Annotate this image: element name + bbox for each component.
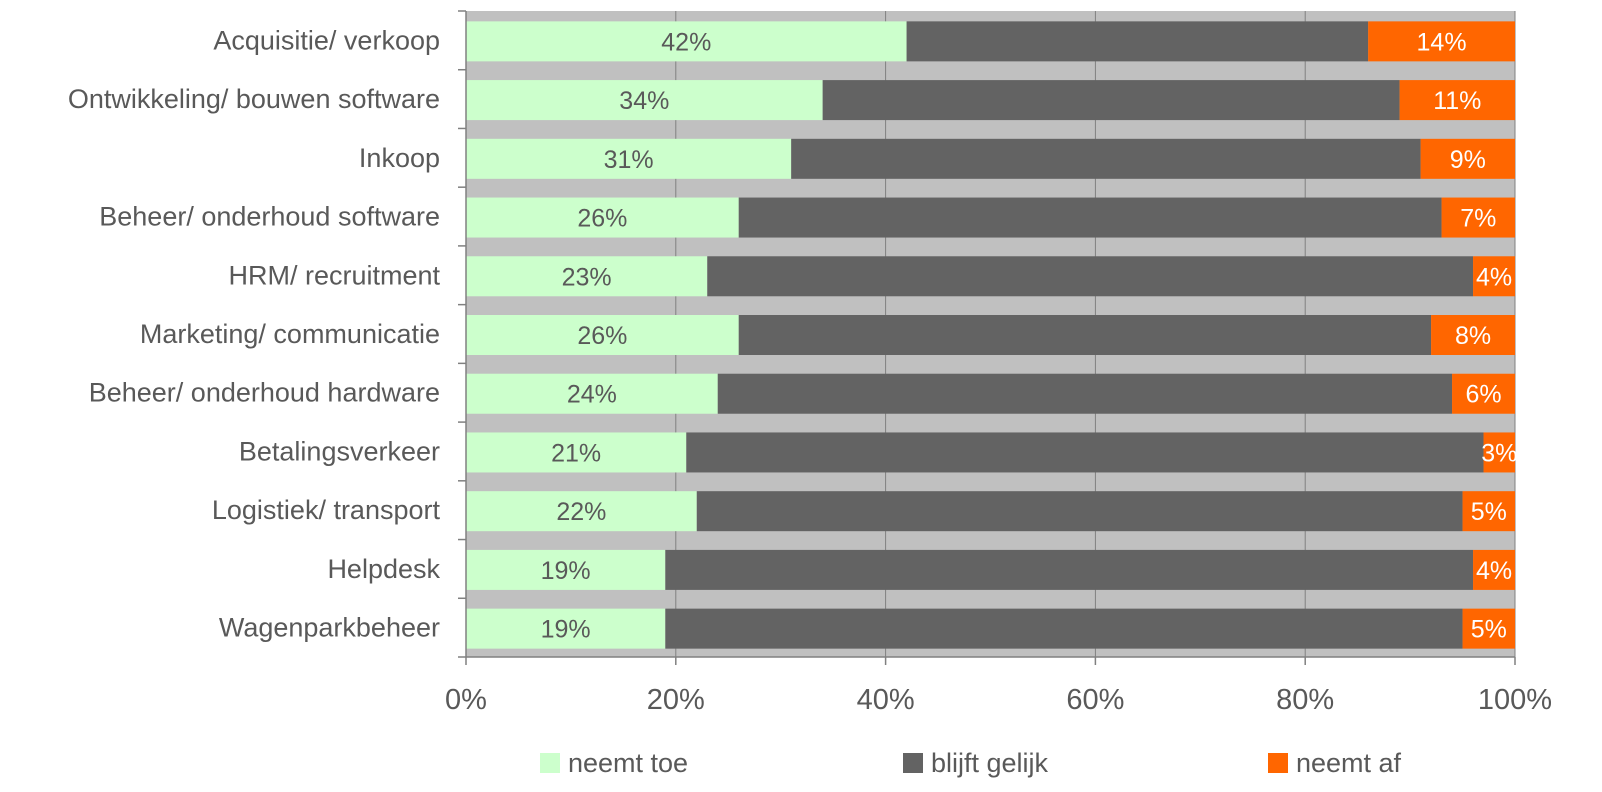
bar-2-7: [1483, 432, 1515, 473]
bar-1-2: [791, 138, 1421, 179]
category-label: Betalingsverkeer: [239, 436, 440, 466]
bar-0-8: [466, 491, 697, 532]
data-label: 42%: [661, 28, 711, 56]
bar-2-2: [1420, 138, 1515, 179]
data-label: 5%: [1471, 498, 1507, 526]
data-label: 4%: [1476, 557, 1512, 585]
bar-1-4: [707, 256, 1474, 297]
legend-swatch-neemt-af: [1268, 753, 1288, 773]
data-label: 19%: [541, 557, 591, 585]
bar-1-1: [822, 80, 1400, 121]
category-label: Beheer/ onderhoud software: [99, 202, 440, 232]
bar-0-5: [466, 315, 739, 355]
bar-2-8: [1462, 491, 1515, 532]
x-tick-label: 20%: [647, 684, 705, 716]
bar-2-0: [1368, 21, 1515, 62]
data-label: 31%: [604, 146, 654, 174]
data-label: 3%: [1481, 439, 1517, 467]
x-tick-label: 80%: [1276, 684, 1334, 716]
bar-2-6: [1452, 373, 1515, 414]
bar-1-8: [696, 491, 1463, 532]
legend-item-blijft-gelijk: blijft gelijk: [903, 743, 1048, 783]
category-label: Inkoop: [359, 143, 440, 173]
data-label: 5%: [1471, 616, 1507, 644]
legend-label-neemt-af: neemt af: [1296, 747, 1402, 778]
bar-0-0: [466, 21, 907, 62]
data-label: 4%: [1476, 263, 1512, 291]
bar-1-5: [738, 315, 1432, 355]
legend-label-blijft-gelijk: blijft gelijk: [931, 747, 1049, 778]
category-label: Marketing/ communicatie: [140, 319, 440, 349]
legend-swatch-blijft-gelijk: [903, 753, 923, 773]
legend-label-neemt-toe: neemt toe: [568, 747, 689, 778]
data-label: 26%: [577, 322, 627, 350]
bar-1-0: [906, 21, 1369, 62]
bar-0-1: [466, 80, 823, 121]
data-label: 19%: [541, 616, 591, 644]
category-label: Helpdesk: [327, 554, 440, 584]
category-label: Acquisitie/ verkoop: [213, 25, 440, 55]
category-label: Ontwikkeling/ bouwen software: [68, 84, 440, 114]
data-label: 7%: [1460, 205, 1496, 233]
x-tick-label: 0%: [445, 684, 487, 716]
bar-0-3: [466, 197, 739, 238]
bar-0-4: [466, 256, 708, 297]
data-label: 9%: [1450, 146, 1486, 174]
bar-0-6: [466, 373, 718, 414]
bar-2-9: [1473, 549, 1515, 590]
legend-swatch-neemt-toe: [540, 753, 560, 773]
data-label: 21%: [551, 439, 601, 467]
data-label: 14%: [1417, 28, 1467, 56]
category-label: Beheer/ onderhoud hardware: [89, 378, 440, 408]
bar-2-10: [1462, 608, 1515, 649]
data-label: 23%: [562, 263, 612, 291]
bar-2-4: [1473, 256, 1515, 297]
bar-0-7: [466, 432, 687, 473]
data-label: 26%: [577, 205, 627, 233]
category-label: Logistiek/ transport: [212, 495, 441, 525]
bar-1-6: [717, 373, 1453, 414]
legend-item-neemt-af: neemt af: [1268, 743, 1401, 783]
bar-2-3: [1441, 197, 1515, 238]
x-tick-label: 40%: [857, 684, 915, 716]
bar-0-2: [466, 138, 792, 179]
bar-1-10: [665, 608, 1463, 649]
x-tick-label: 100%: [1478, 684, 1552, 716]
data-label: 6%: [1465, 381, 1501, 409]
bar-0-9: [466, 549, 666, 590]
x-tick-label: 60%: [1066, 684, 1124, 716]
data-label: 22%: [556, 498, 606, 526]
bar-1-7: [686, 432, 1484, 473]
data-label: 8%: [1455, 322, 1491, 350]
bar-2-5: [1431, 315, 1515, 355]
bar-0-10: [466, 608, 666, 649]
category-label: HRM/ recruitment: [228, 260, 440, 290]
data-label: 34%: [619, 87, 669, 115]
data-label: 24%: [567, 381, 617, 409]
category-label: Wagenparkbeheer: [219, 613, 440, 643]
legend-item-neemt-toe: neemt toe: [540, 743, 688, 783]
bar-1-3: [738, 197, 1442, 238]
data-label: 11%: [1433, 87, 1481, 115]
bar-1-9: [665, 549, 1474, 590]
bar-2-1: [1399, 80, 1515, 121]
